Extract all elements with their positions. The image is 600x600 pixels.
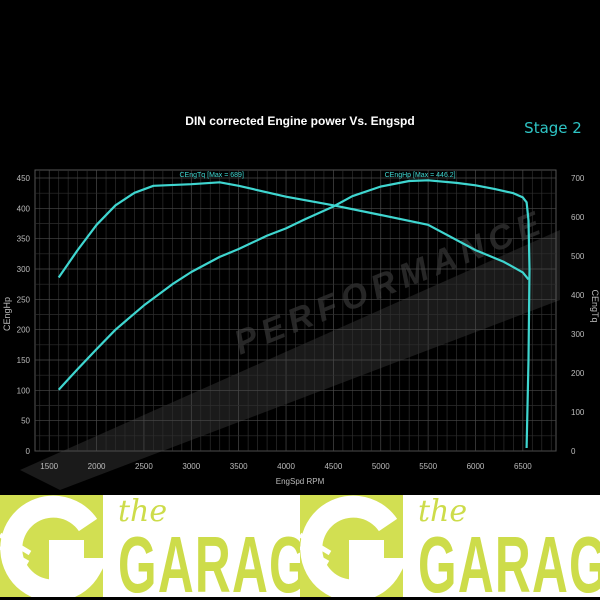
dyno-chart: PERFORMANCE 1500200025003000350040004500… (2, 114, 600, 490)
series-line-cenghp (57, 179, 531, 449)
x-tick-label: 2500 (135, 462, 153, 471)
y-axis-left-label: CEngHp (2, 297, 12, 331)
stage-badge: Stage 2 (524, 119, 582, 137)
y-left-tick-label: 0 (26, 447, 31, 456)
y-left-tick-label: 150 (17, 356, 31, 365)
x-tick-label: 3500 (230, 462, 248, 471)
y-axis-right-label: CEngTq (590, 289, 600, 322)
x-tick-label: 4500 (324, 462, 342, 471)
series-lines: CEngTq [Max = 689] CEngHp [Max = 446.2] (57, 172, 531, 449)
y-left-tick-label: 100 (17, 386, 31, 395)
x-tick-label: 6000 (467, 462, 485, 471)
g-wrench-icon (298, 495, 409, 597)
y-left-tick-label: 450 (17, 174, 31, 183)
y-right-tick-label: 400 (571, 291, 585, 300)
logo-garage: GARAGE (418, 520, 600, 598)
logo-the: the (118, 495, 168, 529)
series-label-cengtq: CEngTq [Max = 689] (180, 172, 244, 179)
x-tick-label: 6500 (514, 462, 532, 471)
series-line-cengtq (57, 181, 530, 281)
y-right-tick-label: 700 (571, 174, 585, 183)
y-right-tick-label: 0 (571, 447, 576, 456)
y-right-tick-label: 100 (571, 408, 585, 417)
chart-title: DIN corrected Engine power Vs. Engspd (185, 114, 414, 128)
y-right-tick-label: 300 (571, 330, 585, 339)
y-left-tick-label: 300 (17, 265, 31, 274)
y-left-tick-label: 200 (17, 326, 31, 335)
x-axis-label: EngSpd RPM (276, 477, 325, 486)
footer-banner: the GARAGE the GARAGE (0, 495, 600, 597)
x-tick-label: 1500 (40, 462, 58, 471)
y-right-tick-label: 200 (571, 369, 585, 378)
garage-logo: the GARAGE (0, 495, 342, 597)
x-tick-label: 5500 (419, 462, 437, 471)
y-left-tick-label: 400 (17, 204, 31, 213)
watermark: PERFORMANCE (20, 203, 560, 490)
g-wrench-icon (0, 495, 109, 597)
axes: 1500 2000 2500 3000 3500 4000 4500 5000 5500 6000… (17, 174, 585, 471)
y-left-tick-label: 250 (17, 295, 31, 304)
x-tick-label: 4000 (277, 462, 295, 471)
y-right-tick-label: 500 (571, 252, 585, 261)
y-right-tick-label: 600 (571, 213, 585, 222)
y-left-tick-label: 50 (21, 417, 30, 426)
x-tick-label: 5000 (372, 462, 390, 471)
garage-logo: the GARAGE (298, 495, 600, 598)
x-tick-label: 2000 (88, 462, 106, 471)
y-left-tick-label: 350 (17, 235, 31, 244)
grid (34, 169, 557, 452)
series-label-cenghp: CEngHp [Max = 446.2] (385, 172, 456, 179)
x-tick-label: 3000 (182, 462, 200, 471)
logo-the: the (418, 495, 468, 529)
